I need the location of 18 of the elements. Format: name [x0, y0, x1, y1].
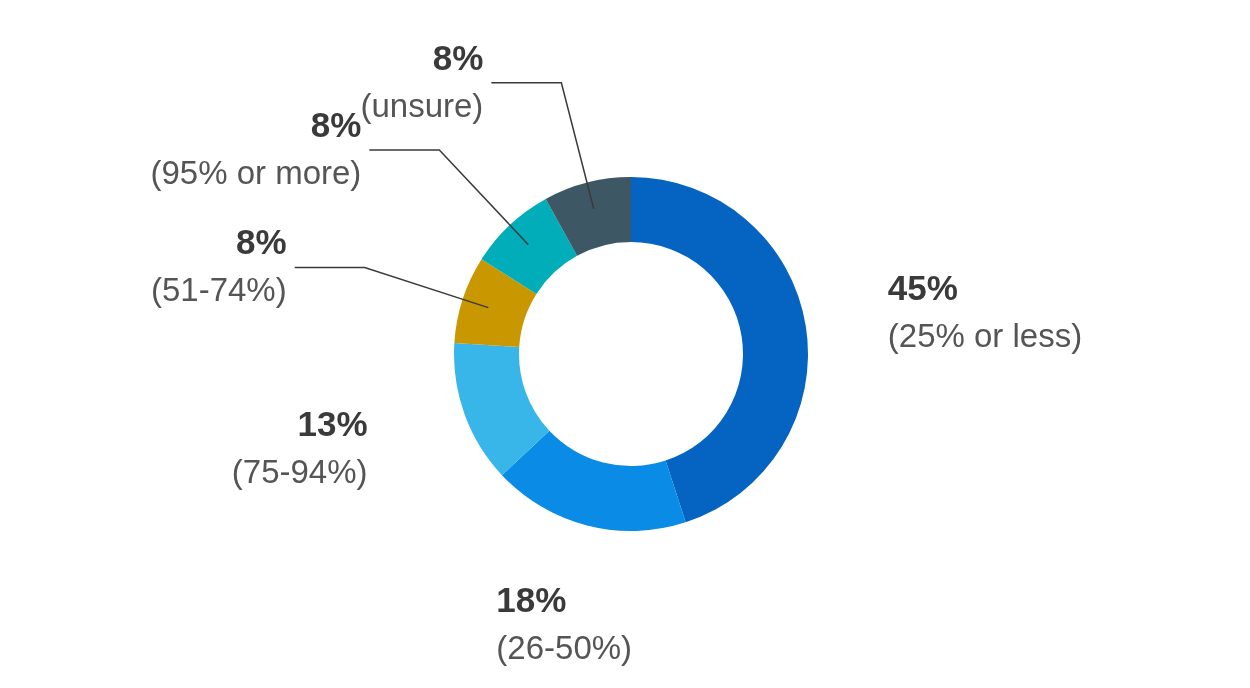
donut-slice: [631, 177, 808, 523]
donut-slice: [481, 198, 578, 294]
slice-label: (75-94%): [231, 452, 368, 490]
data-label: 13%: [297, 403, 368, 443]
data-label: 8%: [310, 104, 362, 144]
slice-label: (95% or more): [150, 153, 362, 191]
donut-slice: [501, 430, 686, 531]
slice-label: (25% or less): [887, 317, 1083, 355]
donut-slice: [454, 259, 537, 347]
slice-label: (unsure): [360, 86, 484, 124]
donut-slice: [545, 177, 631, 256]
donut-slice: [454, 342, 550, 476]
data-label: 45%: [887, 268, 958, 308]
slice-label: (51-74%): [150, 271, 287, 309]
slice-label: (26-50%): [496, 629, 633, 667]
data-label: 18%: [496, 580, 567, 620]
data-label: 8%: [432, 37, 484, 77]
data-label: 8%: [236, 222, 287, 262]
